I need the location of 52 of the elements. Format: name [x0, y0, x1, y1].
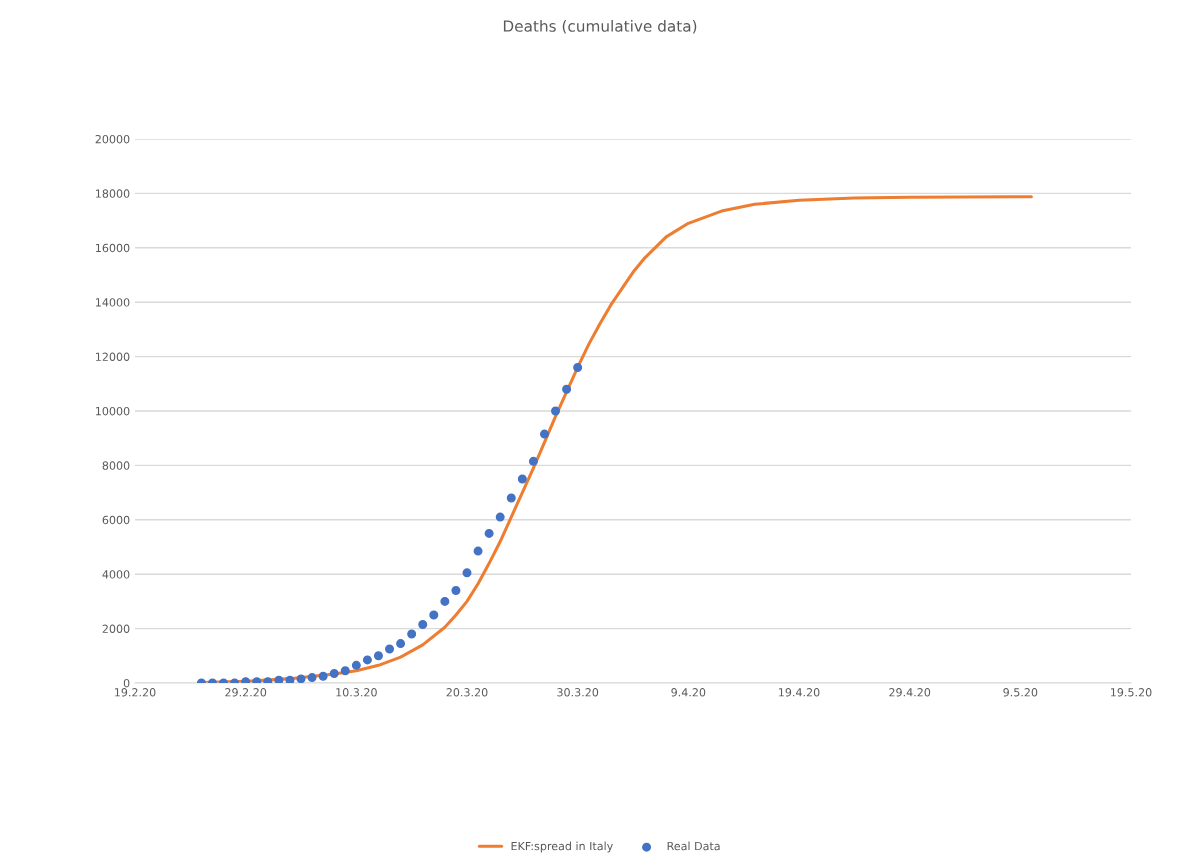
- y-tick-label: 12000: [96, 352, 130, 361]
- y-tick-label: 6000: [102, 515, 130, 525]
- point: [451, 586, 461, 596]
- point: [473, 546, 483, 556]
- point: [373, 651, 383, 661]
- point: [440, 596, 450, 606]
- point: [385, 644, 395, 654]
- point: [495, 512, 505, 522]
- x-tick-label: 19.5.20: [1111, 688, 1152, 697]
- point: [351, 660, 361, 670]
- point: [506, 493, 516, 503]
- y-tick-label: 0: [123, 678, 130, 688]
- point: [517, 474, 527, 484]
- x-tick-label: 9.5.20: [1003, 688, 1038, 697]
- point: [329, 668, 339, 678]
- chart-title: Deaths (cumulative data): [503, 20, 697, 34]
- x-tick-label: 29.4.20: [889, 688, 931, 697]
- point: [407, 629, 417, 639]
- y-tick-label: 10000: [96, 406, 130, 416]
- legend-label: EKF:spread in Italy: [511, 841, 613, 853]
- point: [274, 675, 284, 683]
- y-tick-label: 18000: [96, 189, 130, 198]
- x-tick-label: 9.4.20: [671, 688, 706, 697]
- point: [340, 666, 350, 676]
- x-tick-label: 19.4.20: [779, 688, 820, 697]
- point: [551, 406, 561, 416]
- x-tick-label: 29.2.20: [225, 688, 267, 697]
- point: [362, 655, 372, 665]
- y-tick-label: 20000: [95, 134, 130, 144]
- point: [573, 362, 583, 372]
- x-tick-label: 30.3.20: [557, 688, 599, 697]
- point: [484, 528, 494, 538]
- point: [396, 639, 406, 649]
- legend-label: Real Data: [667, 841, 720, 851]
- point: [429, 610, 439, 620]
- point: [418, 620, 428, 630]
- point: [307, 673, 317, 683]
- point: [462, 568, 472, 578]
- y-tick-label: 2000: [102, 624, 130, 633]
- y-tick-label: 14000: [96, 298, 130, 307]
- point: [296, 674, 306, 683]
- point: [528, 456, 538, 466]
- y-tick-label: 16000: [96, 243, 130, 253]
- y-tick-label: 4000: [102, 570, 130, 579]
- point: [539, 429, 549, 439]
- x-tick-label: 20.3.20: [446, 688, 488, 697]
- point: [562, 384, 572, 394]
- point: [318, 671, 328, 681]
- point: [285, 675, 295, 683]
- y-tick-label: 8000: [102, 461, 130, 470]
- x-tick-label: 19.2.20: [115, 688, 156, 697]
- x-tick-label: 10.3.20: [336, 688, 377, 697]
